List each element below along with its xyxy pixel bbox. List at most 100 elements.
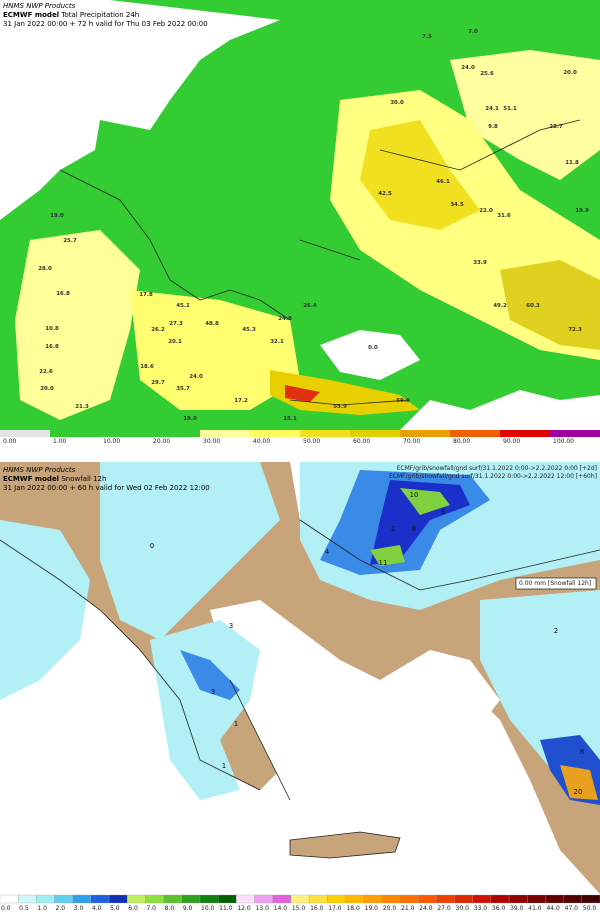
colorbar-swatch: [200, 430, 250, 437]
map-value: 9: [441, 508, 445, 516]
map-value: 9.8: [488, 124, 498, 130]
map-value: 19.0: [50, 213, 64, 219]
map-value: 10: [410, 491, 419, 499]
map-value: 28.0: [38, 266, 52, 272]
map-value: 27.3: [169, 321, 183, 327]
map-value: 60.3: [526, 303, 540, 309]
colorbar-label: 6.0: [128, 905, 138, 912]
colorbar-swatch: [472, 894, 492, 904]
map-value: 28.7: [549, 124, 563, 130]
colorbar-swatch: [399, 894, 419, 904]
map-value: 59.6: [396, 398, 410, 404]
colorbar-swatch: [327, 894, 346, 904]
colorbar-label: 40.00: [253, 438, 270, 445]
colorbar-label: 33.0: [474, 905, 488, 912]
colorbar-label: 39.0: [510, 905, 524, 912]
map-value: 45.1: [176, 303, 190, 309]
colorbar-swatch: [272, 894, 292, 904]
colorbar-swatch: [50, 430, 100, 437]
map-value: 22.0: [479, 208, 493, 214]
map-value: 20.0: [40, 386, 54, 392]
model: ECMWF model: [3, 11, 59, 19]
map-value: 0: [150, 542, 154, 550]
map-value: 11.8: [565, 160, 579, 166]
map-value: 2: [554, 627, 558, 635]
map-value: 25.6: [480, 71, 494, 77]
colorbar-swatch: [236, 894, 255, 904]
colorbar-label: 41.0: [528, 905, 542, 912]
map-value: 24.8: [278, 316, 292, 322]
map-value: 19.9: [575, 208, 589, 214]
map-value: 19.0: [183, 416, 197, 422]
colorbar-swatch: [250, 430, 300, 437]
map-value: 20.1: [168, 339, 182, 345]
colorbar-label: 10.0: [201, 905, 215, 912]
colorbar-label: 50.00: [303, 438, 320, 445]
colorbar-label: 60.00: [353, 438, 370, 445]
colorbar-swatch: [545, 894, 564, 904]
map-value: 17.2: [234, 398, 248, 404]
colorbar-label: 19.0: [365, 905, 379, 912]
colorbar-label: 12.0: [237, 905, 251, 912]
colorbar-label: 30.00: [203, 438, 220, 445]
colorbar-swatch: [150, 430, 200, 437]
colorbar-swatch: [199, 894, 219, 904]
colorbar-label: 16.0: [310, 905, 324, 912]
map-value: 1: [222, 762, 226, 770]
colorbar-swatch: [508, 894, 528, 904]
colorbar-swatch: [418, 894, 437, 904]
colorbar-swatch: [54, 894, 73, 904]
colorbar-swatch: [490, 894, 510, 904]
map-value: 22.6: [39, 369, 53, 375]
map-value: 24.0: [461, 65, 475, 71]
model-line: ECMWF model Snowfall 12h: [3, 475, 106, 483]
run: 31 Jan 2022 00:00 + 72 h valid for Thu 0…: [3, 20, 208, 28]
map-value: 72.3: [568, 327, 582, 333]
map-value: 7.5: [422, 34, 432, 40]
map-value: 24.0: [189, 374, 203, 380]
colorbar-label: 80.00: [453, 438, 470, 445]
colorbar-label: 21.0: [401, 905, 415, 912]
precip-map: [0, 0, 600, 430]
colorbar-swatch: [436, 894, 455, 904]
map-value: 46.1: [436, 179, 450, 185]
map-value: 42.5: [378, 191, 392, 197]
map-value: 32.1: [270, 339, 284, 345]
map-value: 0.0: [368, 345, 378, 351]
colorbar-label: 24.0: [419, 905, 433, 912]
colorbar-label: 18.0: [346, 905, 360, 912]
colorbar-swatch: [290, 894, 310, 904]
map-value: 1: [234, 720, 238, 728]
map-value: 25.7: [63, 238, 77, 244]
colorbar-label: 100.00: [553, 438, 574, 445]
colorbar-label: 1.0: [37, 905, 47, 912]
colorbar-label: 44.0: [546, 905, 560, 912]
map-value: 3: [229, 622, 233, 630]
map-value: 49.2: [493, 303, 507, 309]
colorbar-label: 15.0: [292, 905, 306, 912]
colorbar-label: 27.0: [437, 905, 451, 912]
colorbar-label: 7.0: [146, 905, 156, 912]
colorbar-swatch: [527, 894, 546, 904]
colorbar-label: 0.0: [1, 905, 11, 912]
colorbar-swatch: [581, 894, 600, 904]
colorbar-label: 10.00: [103, 438, 120, 445]
map-value: 30.0: [390, 100, 404, 106]
colorbar-label: 2.0: [56, 905, 66, 912]
colorbar-label: 17.0: [328, 905, 342, 912]
map-value: 10.8: [45, 326, 59, 332]
map-value: 31.6: [497, 213, 511, 219]
snow-colorbar: 0.0 0.5 1.0 2.0 3.0 4.0 5.0 6.0 7.0 8.0 9.0 10.0 11.…: [0, 894, 600, 912]
colorbar-swatch: [36, 894, 55, 904]
colorbar-swatch: [108, 894, 128, 904]
colorbar-label: 0.00: [3, 438, 17, 445]
info-line: ECMF/grib/snowfall/gnd surf/31.1.2022 0:…: [397, 465, 597, 472]
map-value: 3: [211, 688, 215, 696]
colorbar-swatch: [0, 430, 50, 437]
colorbar-swatch: [90, 894, 110, 904]
map-value: 16.8: [45, 344, 59, 350]
map-value: 8: [580, 748, 584, 756]
colorbar-label: 50.0: [583, 905, 597, 912]
colorbar-swatch: [72, 894, 92, 904]
